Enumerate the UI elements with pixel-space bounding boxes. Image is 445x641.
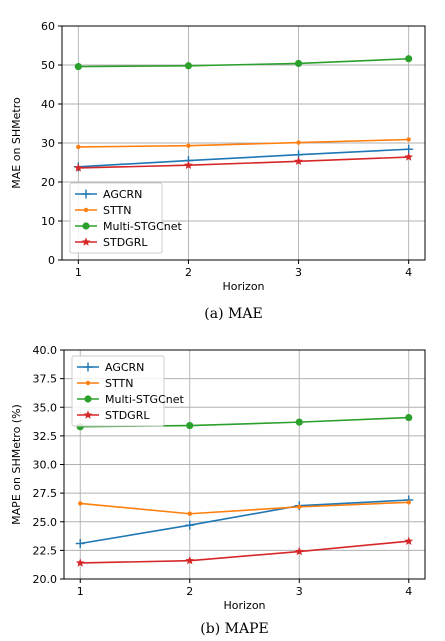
data-point xyxy=(187,511,192,516)
legend-marker xyxy=(85,380,91,386)
legend-label: STDGRL xyxy=(103,236,148,249)
data-point xyxy=(404,152,414,161)
series-line xyxy=(80,540,409,564)
data-point xyxy=(294,546,304,556)
x-tick-label: 2 xyxy=(185,266,192,279)
legend-entry: Multi-STGCnet xyxy=(75,220,183,233)
data-point xyxy=(406,137,411,142)
legend-entry: STTN xyxy=(75,204,131,217)
data-point xyxy=(73,163,83,172)
y-tick-label: 35.0 xyxy=(33,401,58,414)
legend-label: Multi-STGCnet xyxy=(103,220,183,233)
data-point xyxy=(186,421,194,430)
y-tick-label: 30.0 xyxy=(33,459,58,472)
y-tick-label: 20.0 xyxy=(33,573,58,586)
y-tick-label: 30 xyxy=(41,137,55,150)
legend-label: STTN xyxy=(103,204,131,217)
data-point xyxy=(185,520,195,530)
y-tick-label: 25.0 xyxy=(33,516,58,529)
y-tick-label: 37.5 xyxy=(33,373,58,386)
series-line xyxy=(78,138,409,148)
legend-label: AGCRN xyxy=(103,188,142,201)
legend-box xyxy=(69,182,163,254)
data-point xyxy=(405,413,413,422)
x-axis-label: Horizon xyxy=(222,280,264,293)
legend-entry: STDGRL xyxy=(77,409,150,422)
data-point xyxy=(75,558,85,567)
series-line xyxy=(80,499,409,545)
figure-caption: (a) MAE xyxy=(204,306,262,322)
legend-entry: AGCRN xyxy=(77,361,144,374)
x-tick-label: 4 xyxy=(405,266,412,279)
data-point xyxy=(295,418,303,426)
legend-label: Multi-STGCnet xyxy=(105,393,185,406)
y-tick-label: 60 xyxy=(41,20,55,33)
legend-marker xyxy=(82,222,90,230)
legend-label: STTN xyxy=(105,377,133,390)
x-tick-label: 1 xyxy=(75,266,82,279)
figure-caption: (b) MAPE xyxy=(200,621,268,637)
y-tick-label: 32.5 xyxy=(33,430,58,443)
x-tick-label: 2 xyxy=(186,585,193,598)
legend-marker xyxy=(84,395,92,403)
y-axis-label: MAPE on SHMetro (%) xyxy=(10,404,23,525)
series-line xyxy=(78,57,409,68)
data-point xyxy=(294,59,303,68)
data-point xyxy=(184,62,193,70)
series-stdgrl xyxy=(73,152,414,172)
y-tick-label: 20 xyxy=(41,176,55,189)
legend-entry: Multi-STGCnet xyxy=(77,393,185,406)
data-point xyxy=(297,504,302,510)
legend-marker xyxy=(81,237,91,246)
y-tick-label: 22.5 xyxy=(33,544,58,557)
data-point xyxy=(184,160,193,169)
data-point xyxy=(78,501,83,506)
legend-entry: AGCRN xyxy=(75,188,142,201)
legend-box xyxy=(71,355,165,427)
y-tick-label: 0 xyxy=(48,254,55,267)
legend-entry: STTN xyxy=(77,377,133,390)
data-point xyxy=(404,536,414,545)
data-point xyxy=(406,500,411,505)
series-sttn xyxy=(76,137,411,150)
legend: AGCRN STTN Multi-STGCnet STDGRL xyxy=(71,355,185,427)
series-stdgrl xyxy=(75,536,414,567)
x-tick-label: 1 xyxy=(77,585,84,598)
legend-marker xyxy=(83,410,93,419)
legend: AGCRN STTN Multi-STGCnet STDGRL xyxy=(69,182,183,254)
legend-label: STDGRL xyxy=(105,409,150,422)
chart-panel-2: 1 2 3 4 20.0 22.5 25.0 27.5 30.0 32.5 35.0 37.5 40.0… xyxy=(10,344,426,637)
y-tick-label: 40 xyxy=(41,98,55,111)
x-tick-label: 3 xyxy=(296,585,303,598)
data-point xyxy=(75,539,85,549)
y-tick-label: 50 xyxy=(41,59,55,72)
data-point xyxy=(405,55,413,63)
data-point xyxy=(294,156,303,166)
data-point xyxy=(74,62,82,71)
legend-marker xyxy=(81,189,91,199)
data-point xyxy=(404,144,414,154)
x-axis-label: Horizon xyxy=(223,599,265,612)
x-tick-label: 4 xyxy=(405,585,412,598)
legend-marker xyxy=(83,207,89,213)
x-tick-label: 3 xyxy=(295,266,302,279)
legend-label: AGCRN xyxy=(105,361,144,374)
series-multi-stgcnet xyxy=(74,55,413,71)
y-tick-label: 10 xyxy=(41,215,55,228)
y-axis-label: MAE on SHMetro xyxy=(10,97,23,189)
legend-entry: STDGRL xyxy=(75,236,148,249)
series-line xyxy=(78,156,409,169)
data-point xyxy=(186,143,191,148)
series-sttn xyxy=(78,500,411,516)
legend-marker xyxy=(83,362,93,372)
data-point xyxy=(185,556,195,565)
data-point xyxy=(76,144,81,150)
y-tick-label: 40.0 xyxy=(33,344,58,357)
series-line xyxy=(80,501,409,515)
series-line xyxy=(78,148,409,168)
data-point xyxy=(296,140,301,145)
y-tick-label: 27.5 xyxy=(33,487,58,500)
